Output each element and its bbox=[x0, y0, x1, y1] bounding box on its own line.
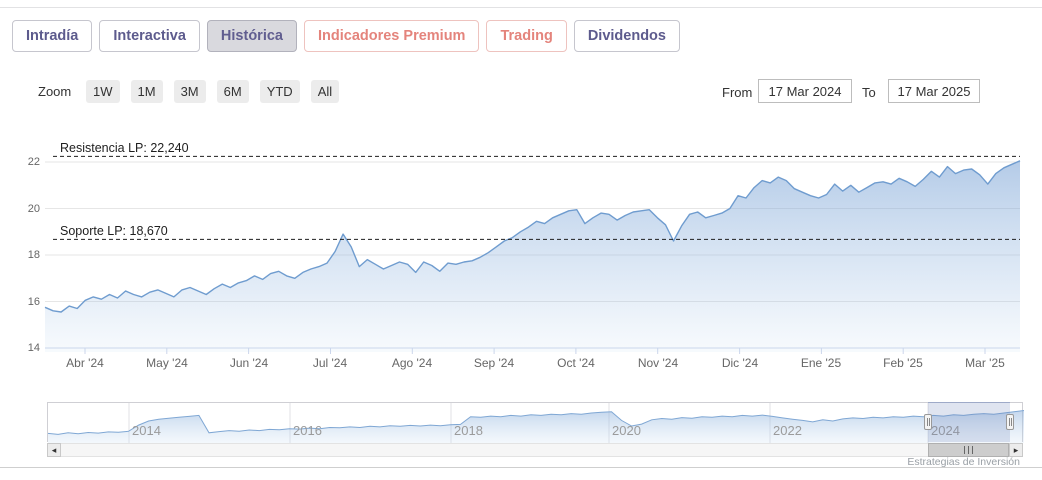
navigator-chart[interactable] bbox=[47, 402, 1024, 443]
zoom-3m-button[interactable]: 3M bbox=[173, 80, 206, 103]
x-axis-label: May '24 bbox=[146, 356, 188, 370]
x-axis-label: Oct '24 bbox=[557, 356, 595, 370]
from-date-input[interactable] bbox=[758, 79, 852, 103]
x-axis-label: Jun '24 bbox=[229, 356, 269, 370]
zoom-label: Zoom bbox=[38, 84, 72, 99]
x-axis-labels: Abr '24 May '24 Jun '24 Jul '24 Ago '24 Sep '… bbox=[45, 356, 1020, 372]
y-axis-label: 18 bbox=[27, 249, 40, 261]
from-label: From bbox=[722, 85, 753, 100]
zoom-ytd-button[interactable]: YTD bbox=[259, 80, 300, 103]
to-date-input[interactable] bbox=[888, 79, 980, 103]
x-axis-label: Feb '25 bbox=[883, 356, 923, 370]
navigator-right-handle-icon[interactable] bbox=[1006, 414, 1014, 430]
scrollbar-left-arrow-icon[interactable]: ◂ bbox=[47, 443, 61, 457]
x-axis-label: Abr '24 bbox=[66, 356, 104, 370]
navigator-selected-range[interactable] bbox=[928, 402, 1010, 442]
x-axis-label: Ene '25 bbox=[800, 356, 842, 370]
tab-intradia[interactable]: Intradía bbox=[12, 20, 93, 52]
tab-historica[interactable]: Histórica bbox=[206, 20, 297, 52]
navigator-left-handle-icon[interactable] bbox=[924, 414, 932, 430]
price-chart[interactable] bbox=[44, 120, 1021, 354]
brand-credit: Estrategias de Inversión bbox=[907, 456, 1020, 468]
y-axis-label: 20 bbox=[27, 203, 40, 215]
zoom-1m-button[interactable]: 1M bbox=[130, 80, 163, 103]
x-axis-label: Dic '24 bbox=[721, 356, 759, 370]
scrollbar-right-arrow-icon[interactable]: ▸ bbox=[1009, 443, 1023, 457]
zoom-button-group: 1W 1M 3M 6M YTD All bbox=[86, 80, 340, 103]
resistance-annotation-label: Resistencia LP: 22,240 bbox=[60, 141, 189, 155]
zoom-1w-button[interactable]: 1W bbox=[86, 80, 120, 103]
tab-dividendos[interactable]: Dividendos bbox=[573, 20, 680, 52]
tab-bar: Intradía Interactiva Histórica Indicador… bbox=[12, 20, 680, 52]
tab-indicadores-premium[interactable]: Indicadores Premium bbox=[303, 20, 480, 52]
scrollbar-thumb[interactable] bbox=[928, 443, 1009, 457]
x-axis-label: Sep '24 bbox=[473, 356, 515, 370]
x-axis-label: Jul '24 bbox=[312, 356, 348, 370]
y-axis-label: 14 bbox=[27, 342, 40, 354]
support-annotation-label: Soporte LP: 18,670 bbox=[60, 224, 168, 238]
y-axis-labels: 22 20 18 16 14 bbox=[0, 120, 40, 354]
y-axis-label: 22 bbox=[27, 156, 40, 168]
y-axis-label: 16 bbox=[27, 296, 40, 308]
x-axis-label: Ago '24 bbox=[391, 356, 433, 370]
zoom-all-button[interactable]: All bbox=[310, 80, 340, 103]
scrollbar-grip-icon bbox=[964, 446, 973, 454]
tab-interactiva[interactable]: Interactiva bbox=[99, 20, 200, 52]
scrollbar-track[interactable] bbox=[47, 443, 1023, 457]
top-divider bbox=[0, 7, 1042, 8]
x-axis-label: Mar '25 bbox=[965, 356, 1005, 370]
x-axis-label: Nov '24 bbox=[637, 356, 679, 370]
to-label: To bbox=[862, 85, 876, 100]
zoom-6m-button[interactable]: 6M bbox=[216, 80, 249, 103]
bottom-divider bbox=[0, 467, 1042, 468]
tab-trading[interactable]: Trading bbox=[486, 20, 567, 52]
